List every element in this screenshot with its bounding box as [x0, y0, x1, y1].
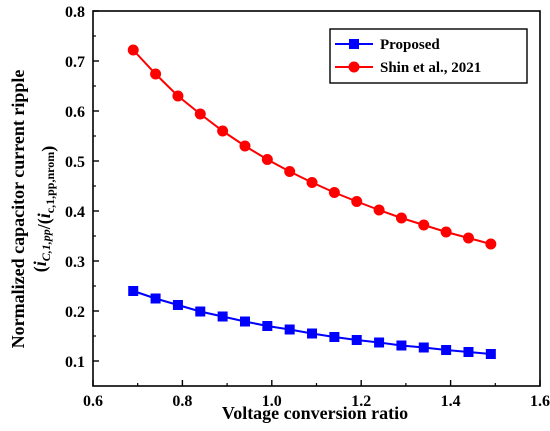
data-point	[284, 324, 295, 335]
data-point	[329, 332, 340, 342]
x-tick-label: 1.2	[351, 393, 371, 410]
series-2	[127, 44, 497, 250]
series-1	[128, 286, 496, 359]
data-point	[262, 321, 273, 331]
y-axis-title: Normalized capacitor current ripple	[8, 70, 28, 349]
data-point	[239, 316, 250, 327]
data-point	[307, 328, 318, 339]
data-point	[418, 342, 429, 353]
data-point	[127, 44, 139, 56]
y-tick-label: 0.4	[65, 204, 85, 221]
data-point	[239, 140, 251, 152]
x-tick-label: 0.6	[83, 393, 103, 410]
x-tick-label: 0.8	[172, 393, 192, 410]
data-point	[485, 238, 497, 250]
y-tick-label: 0.6	[65, 104, 85, 121]
legend-marker	[349, 39, 359, 49]
data-point	[128, 286, 139, 296]
data-point	[328, 187, 340, 198]
data-point	[351, 335, 362, 345]
data-point	[172, 300, 183, 310]
y-tick-label: 0.3	[65, 254, 85, 271]
x-tick-label: 1.6	[530, 393, 550, 410]
data-point	[194, 108, 206, 120]
data-point	[217, 125, 229, 137]
data-point	[373, 204, 385, 216]
data-point	[485, 349, 496, 359]
data-point	[441, 345, 452, 355]
data-point	[374, 337, 385, 348]
data-point	[418, 219, 430, 231]
data-point	[150, 68, 162, 80]
y-tick-label: 0.8	[65, 4, 85, 21]
legend: Proposed Shin et al., 2021	[329, 28, 528, 84]
data-point	[195, 306, 206, 317]
data-point	[463, 347, 474, 357]
legend-marker	[348, 61, 360, 73]
y-tick-label: 0.1	[65, 354, 85, 371]
data-point	[284, 166, 296, 177]
legend-label: Proposed	[380, 37, 440, 53]
y-tick-label: 0.2	[65, 304, 85, 321]
x-tick-label: 1.0	[262, 393, 282, 410]
legend-label: Shin et al., 2021	[380, 60, 481, 76]
x-tick-label: 1.4	[441, 393, 461, 410]
data-point	[150, 293, 161, 304]
data-point	[462, 232, 474, 244]
y-tick-label: 0.7	[65, 54, 85, 71]
y-axis-subtitle: (iC,1,pp/(ic,1,pp,nrom)	[30, 146, 59, 273]
data-point	[217, 311, 228, 322]
data-point	[351, 196, 363, 207]
data-point	[440, 226, 452, 238]
data-point	[261, 154, 273, 165]
y-tick-label: 0.5	[65, 154, 85, 171]
legend-item: Proposed	[335, 37, 440, 53]
x-axis-title: Voltage conversion ratio	[222, 403, 408, 423]
series-line	[132, 290, 491, 355]
data-point	[306, 177, 318, 188]
legend-item: Shin et al., 2021	[335, 60, 481, 76]
data-point	[395, 212, 407, 224]
data-point	[172, 90, 184, 102]
data-point	[396, 340, 407, 351]
legend-box	[329, 28, 528, 84]
